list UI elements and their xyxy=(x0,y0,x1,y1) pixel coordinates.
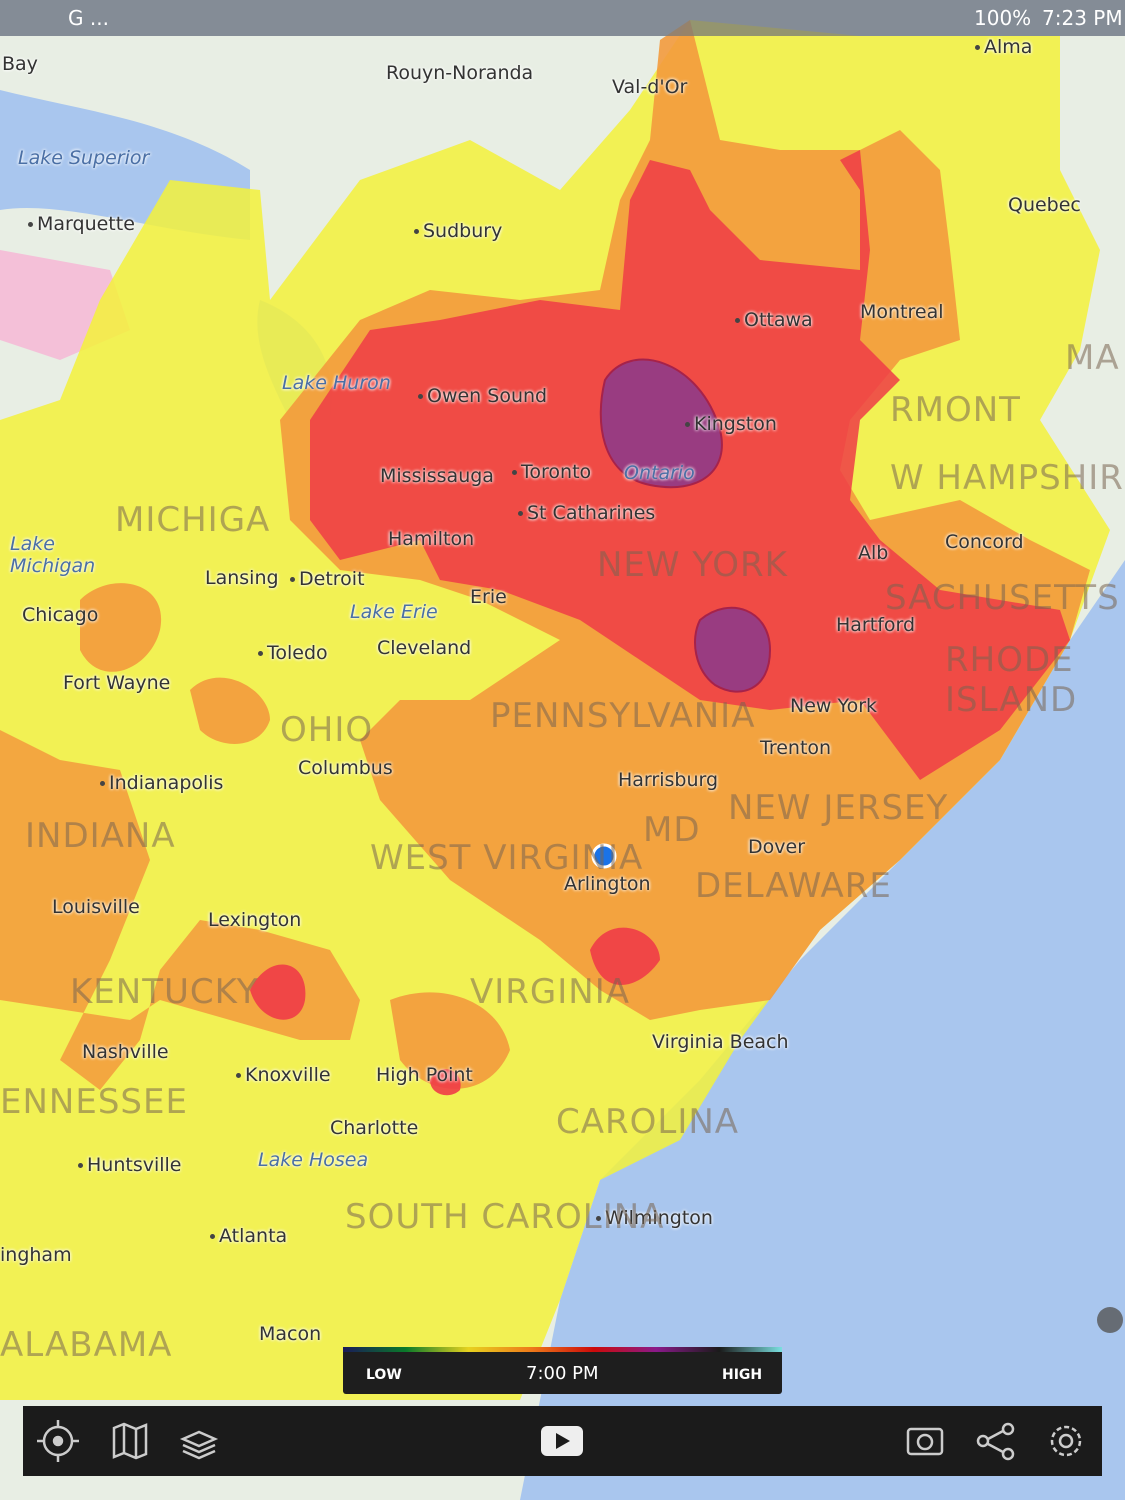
legend: LOW 7:00 PM HIGH xyxy=(343,1347,782,1394)
clock: 7:23 PM xyxy=(1042,6,1123,30)
map-label: Mississauga xyxy=(380,465,494,487)
map-label: MD xyxy=(643,810,701,850)
map-label: NEW YORK xyxy=(597,545,788,585)
legend-time: 7:00 PM xyxy=(526,1363,599,1384)
map-label: CAROLINA xyxy=(556,1102,740,1142)
map-label: Kingston xyxy=(685,413,777,435)
map-label: Val-d'Or xyxy=(612,76,688,98)
legend-low: LOW xyxy=(366,1367,402,1383)
map-label: Toledo xyxy=(258,642,328,664)
map-label: Sudbury xyxy=(414,220,502,242)
map-label: Toronto xyxy=(512,461,591,483)
map-label: Macon xyxy=(259,1323,322,1345)
map-label: OHIO xyxy=(280,710,374,750)
map-label: Montreal xyxy=(860,301,944,323)
map-label: Chicago xyxy=(22,604,99,626)
map-label: RHODE ISLAND xyxy=(945,640,1078,720)
map-label: Arlington xyxy=(564,873,651,895)
map-label: Atlanta xyxy=(210,1225,287,1247)
map-label: Ottawa xyxy=(735,309,813,331)
status-bar: G ... 100% 7:23 PM xyxy=(0,0,1125,36)
map-label: Marquette xyxy=(28,213,135,235)
map-label: MICHIGA xyxy=(115,500,271,540)
map-label: Dover xyxy=(748,836,805,858)
map-label: SACHUSETTS xyxy=(885,578,1120,618)
map-label: Hartford xyxy=(836,614,916,636)
toolbar-icons xyxy=(37,1420,1082,1462)
map-label: Fort Wayne xyxy=(63,672,171,694)
map-label: Huntsville xyxy=(78,1154,182,1176)
map-label: Alma xyxy=(975,36,1032,58)
map-label: MA xyxy=(1065,338,1120,378)
map-label: Virginia Beach xyxy=(652,1031,789,1053)
map-label: Ontario xyxy=(624,462,695,484)
map-label: KENTUCKY xyxy=(70,972,259,1012)
map-label: Charlotte xyxy=(330,1117,419,1139)
layers-button[interactable] xyxy=(179,1430,219,1460)
map-label: DELAWARE xyxy=(695,866,892,906)
map-label: Lake Hosea xyxy=(258,1149,369,1171)
map-label: Indianapolis xyxy=(100,772,223,794)
map-label: RMONT xyxy=(890,390,1021,430)
locate-button[interactable] xyxy=(37,1420,79,1462)
map-label: Erie xyxy=(470,586,507,608)
map-label: Lansing xyxy=(205,567,279,589)
map-label: Columbus xyxy=(298,757,393,779)
map-label: INDIANA xyxy=(25,816,176,856)
map-label: ALABAMA xyxy=(0,1325,173,1365)
map-label: Detroit xyxy=(290,568,365,590)
map-label: Harrisburg xyxy=(618,769,719,791)
map-label: VIRGINIA xyxy=(470,972,631,1012)
settings-button[interactable] xyxy=(1050,1425,1082,1457)
map-label: PENNSYLVANIA xyxy=(490,696,756,736)
map-label: WEST VIRGINIA xyxy=(370,838,644,878)
map-label: Alb xyxy=(858,542,889,564)
map-label: New York xyxy=(790,695,878,717)
legend-gradient xyxy=(343,1347,782,1352)
legend-high: HIGH xyxy=(722,1367,763,1383)
map-label: W HAMPSHIRE xyxy=(890,458,1125,498)
camera-button[interactable] xyxy=(906,1427,944,1456)
map-label: ENNESSEE xyxy=(0,1082,188,1122)
map-label: Lake Superior xyxy=(18,147,150,169)
map-label: Wilmington xyxy=(596,1207,713,1229)
map-label: Lake Huron xyxy=(282,372,391,394)
play-button[interactable] xyxy=(541,1426,583,1456)
map-label: Nashville xyxy=(82,1041,169,1063)
map-label: Lexington xyxy=(208,909,302,931)
map-label: Cleveland xyxy=(377,637,472,659)
map-label: Owen Sound xyxy=(418,385,547,407)
map-label: Bay xyxy=(2,53,38,75)
map-label: High Point xyxy=(376,1064,473,1086)
map-label: NEW JERSEY xyxy=(728,788,949,828)
map-label: Quebec xyxy=(1008,194,1081,216)
map-button[interactable] xyxy=(112,1422,148,1460)
map-label: Louisville xyxy=(52,896,140,918)
map-label: Trenton xyxy=(760,737,832,759)
map-label: St Catharines xyxy=(518,502,655,524)
map-label: Lake Erie xyxy=(350,601,438,623)
notification-icons: G ... xyxy=(68,6,109,30)
toolbar xyxy=(23,1406,1102,1476)
map-label: Hamilton xyxy=(388,528,475,550)
map-label: Concord xyxy=(945,531,1024,553)
map-label: Knoxville xyxy=(236,1064,331,1086)
map-label: Rouyn-Noranda xyxy=(386,62,534,84)
battery: 100% xyxy=(974,6,1032,30)
map-label: SOUTH CAROLINA xyxy=(345,1197,665,1237)
share-button[interactable] xyxy=(976,1422,1015,1461)
map-label: ingham xyxy=(0,1244,72,1266)
map-label: Lake Michigan xyxy=(10,533,96,577)
